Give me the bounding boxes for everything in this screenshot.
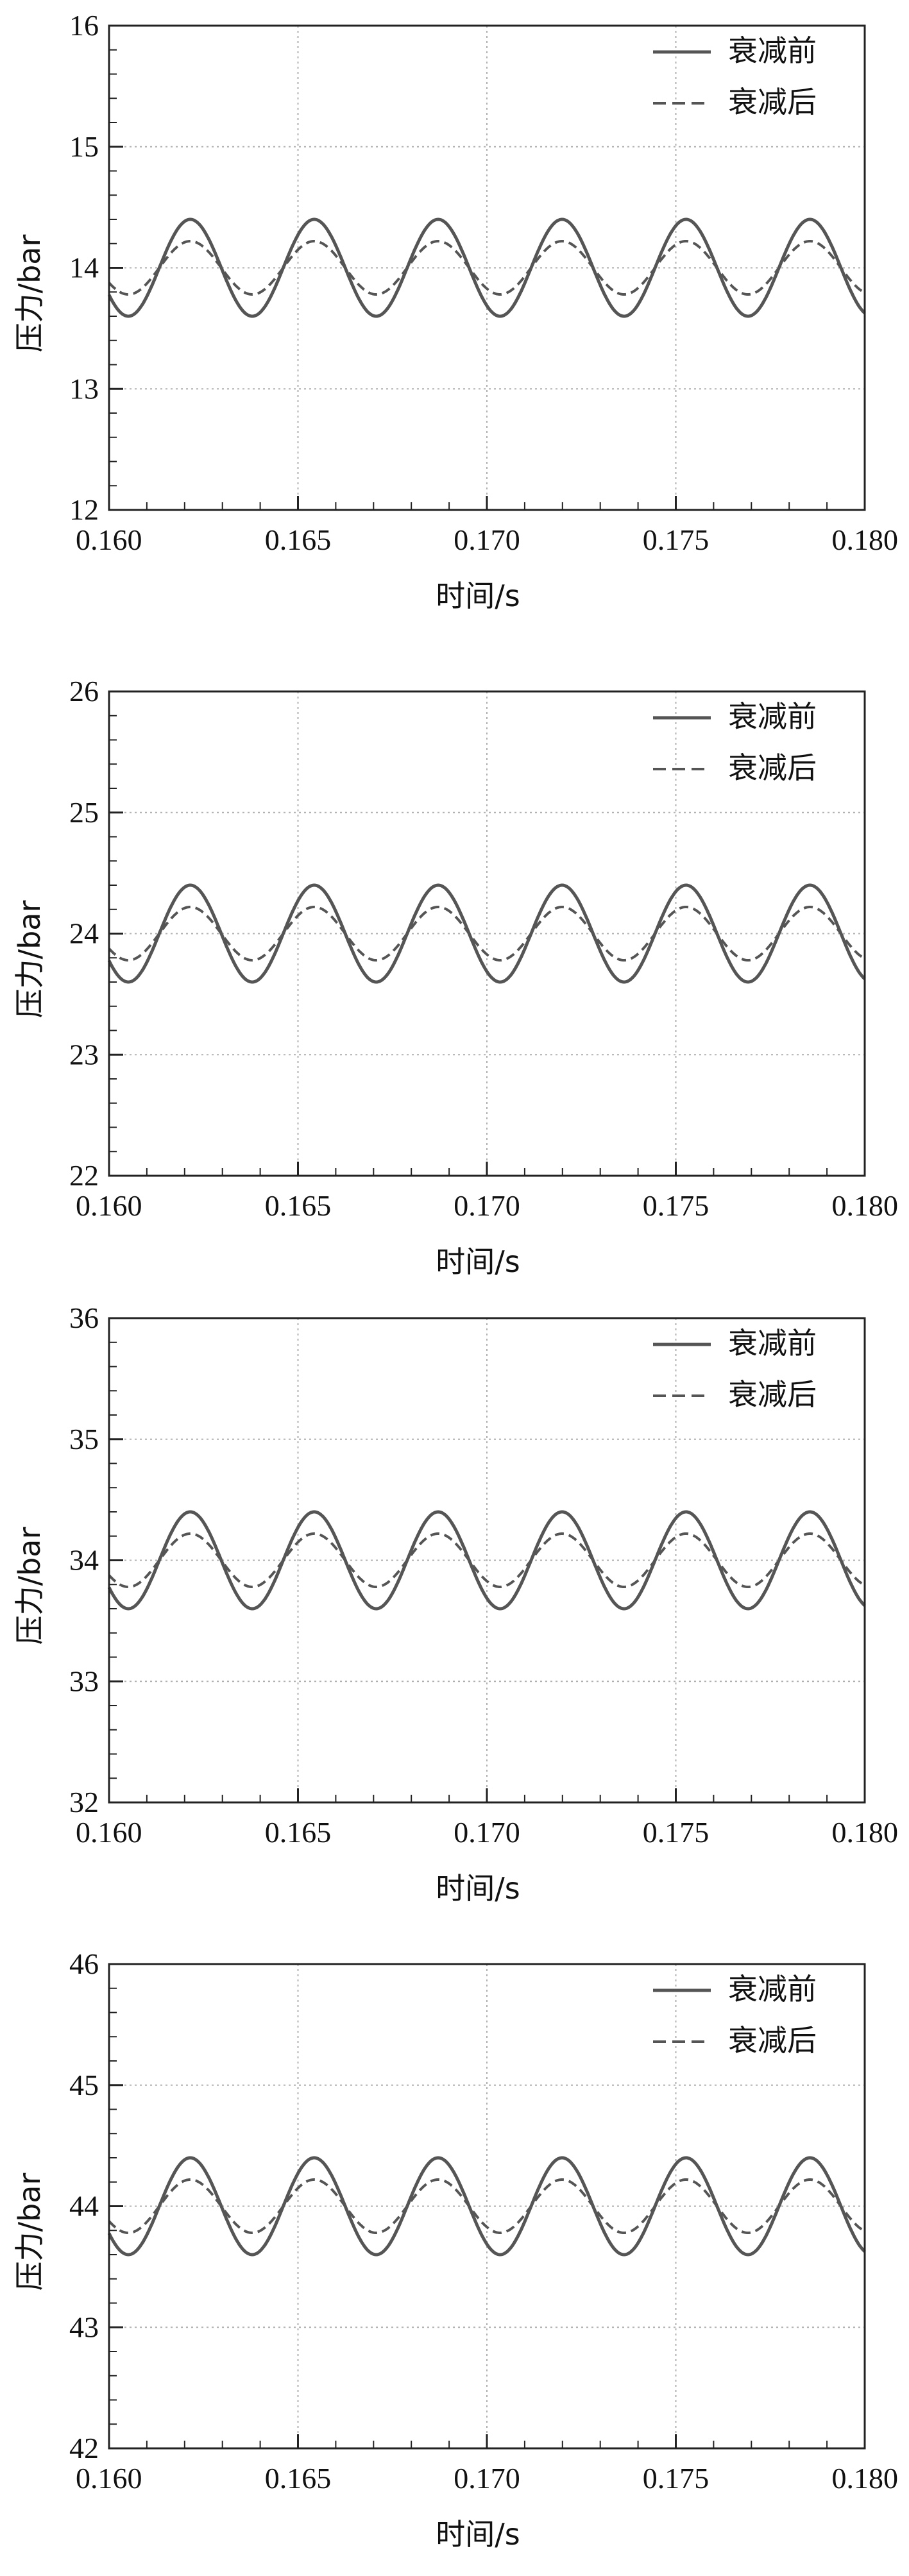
series-line-after (108, 2178, 865, 2234)
x-tick-label: 0.160 (76, 1189, 142, 1222)
y-tick-label: 42 (69, 2432, 99, 2464)
y-axis-title: 压力/bar (12, 901, 47, 1019)
x-tick-label: 0.165 (265, 1189, 332, 1222)
x-tick-label: 0.175 (643, 1816, 709, 1849)
chart-panel-1: 12 13 14 15 16 0.160 0.165 0.170 0.175 0.180 时间/s 压… (12, 9, 898, 613)
x-tick-label: 0.180 (832, 1816, 899, 1849)
legend-label-after: 衰减后 (728, 85, 817, 119)
y-tick-label: 25 (69, 796, 99, 829)
y-tick-label: 16 (69, 9, 99, 42)
y-tick-label: 45 (69, 2069, 99, 2101)
y-axis-title: 压力/bar (12, 1527, 47, 1645)
y-tick-label: 26 (69, 675, 99, 708)
y-tick-label: 24 (69, 917, 99, 950)
series-line-before (107, 1510, 866, 1611)
chart-panel-3: 32 33 34 35 36 0.160 0.165 0.170 0.175 0.180 时间/s 压… (12, 1301, 898, 1906)
legend-label-before: 衰减前 (728, 1972, 817, 2006)
x-axis-title: 时间/s (436, 579, 520, 613)
x-tick-label: 0.170 (454, 2462, 520, 2495)
y-tick-label: 23 (69, 1038, 99, 1071)
y-axis-title: 压力/bar (12, 2173, 47, 2291)
y-tick-label: 22 (69, 1159, 99, 1192)
x-tick-label: 0.160 (76, 1816, 142, 1849)
y-tick-label: 46 (69, 1947, 99, 1980)
series-line-after (108, 240, 865, 296)
x-tick-label: 0.175 (643, 523, 709, 556)
y-tick-label: 12 (69, 493, 99, 526)
series-line-after (108, 1532, 865, 1588)
series-line-before (107, 217, 866, 318)
x-tick-label: 0.170 (454, 523, 520, 556)
y-tick-label: 36 (69, 1301, 99, 1334)
y-tick-label: 35 (69, 1423, 99, 1455)
legend-label-before: 衰减前 (728, 1326, 817, 1360)
x-tick-label: 0.170 (454, 1189, 520, 1222)
x-tick-label: 0.175 (643, 1189, 709, 1222)
y-tick-label: 43 (69, 2310, 99, 2343)
x-tick-label: 0.180 (832, 523, 899, 556)
chart-panel-4: 42 43 44 45 46 0.160 0.165 0.170 0.175 0.180 时间/s 压… (12, 1947, 898, 2552)
x-tick-label: 0.165 (265, 1816, 332, 1849)
y-tick-label: 33 (69, 1665, 99, 1697)
x-axis-title: 时间/s (436, 1871, 520, 1906)
y-tick-label: 34 (69, 1544, 99, 1577)
x-axis-title: 时间/s (436, 1244, 520, 1279)
series-line-before (107, 2156, 866, 2257)
y-axis-title: 压力/bar (12, 235, 47, 353)
x-axis-title: 时间/s (436, 2517, 520, 2552)
y-tick-label: 14 (69, 251, 99, 284)
x-tick-label: 0.170 (454, 1816, 520, 1849)
y-tick-label: 44 (69, 2190, 99, 2223)
y-tick-label: 32 (69, 1786, 99, 1818)
x-tick-label: 0.165 (265, 2462, 332, 2495)
x-tick-label: 0.165 (265, 523, 332, 556)
series-line-after (108, 906, 865, 962)
x-tick-label: 0.160 (76, 2462, 142, 2495)
x-tick-label: 0.175 (643, 2462, 709, 2495)
chart-panel-2: 22 23 24 25 26 0.160 0.165 0.170 0.175 0.180 时间/s 压… (12, 675, 898, 1279)
x-tick-label: 0.160 (76, 523, 142, 556)
x-tick-label: 0.180 (832, 2462, 899, 2495)
legend-label-after: 衰减后 (728, 2023, 817, 2058)
y-tick-label: 15 (69, 130, 99, 163)
legend-label-after: 衰减后 (728, 1377, 817, 1412)
legend-label-before: 衰减前 (728, 699, 817, 734)
legend-label-before: 衰减前 (728, 33, 817, 68)
x-tick-label: 0.180 (832, 1189, 899, 1222)
y-tick-label: 13 (69, 372, 99, 405)
legend-label-after: 衰减后 (728, 750, 817, 785)
series-line-before (107, 883, 866, 984)
